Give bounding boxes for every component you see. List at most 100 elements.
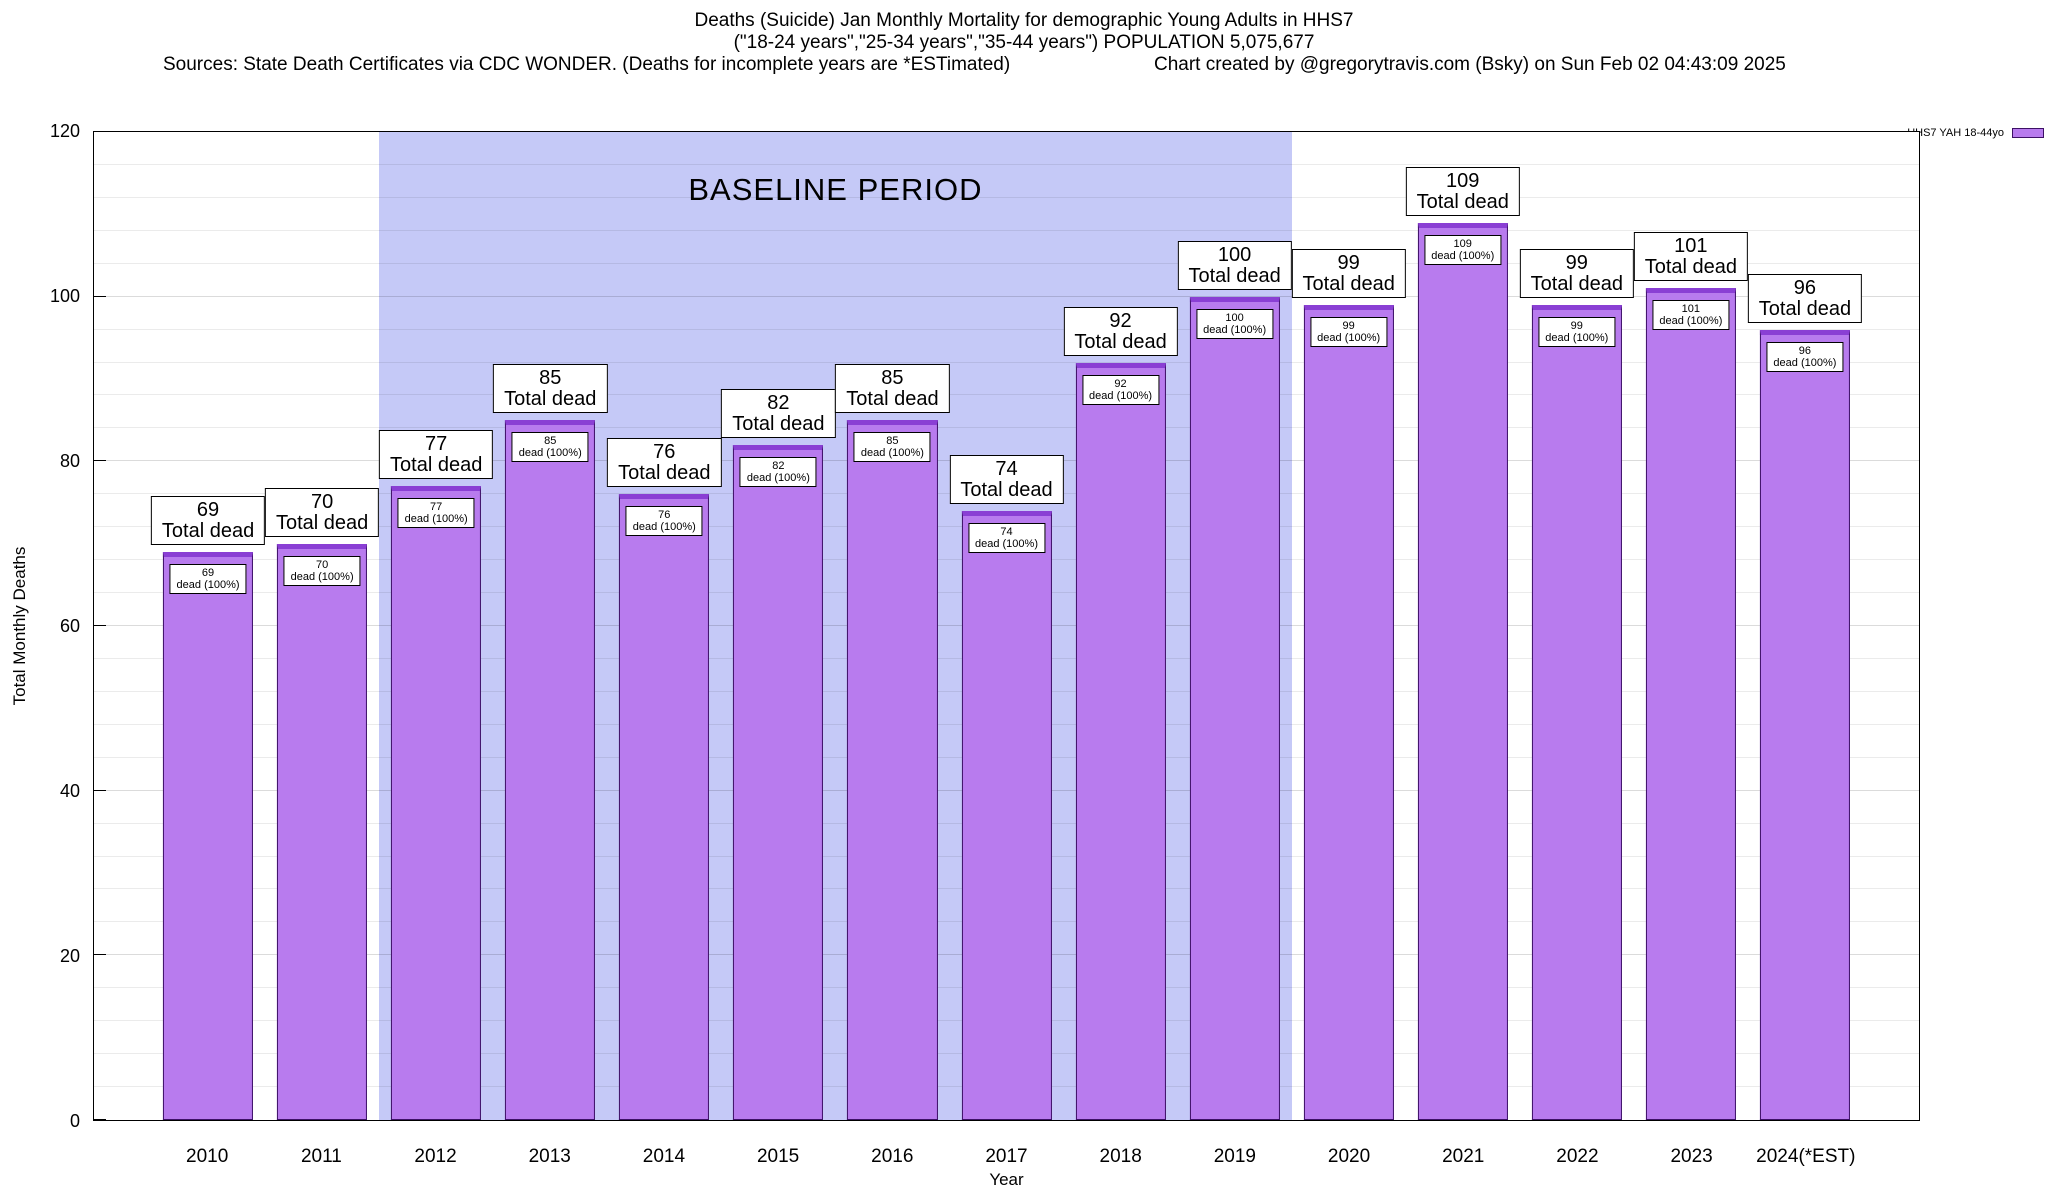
y-tick-label: 100 bbox=[49, 286, 80, 306]
bar-2022: 99 dead (100%) bbox=[1531, 304, 1622, 1120]
y-tick-mark bbox=[94, 789, 106, 791]
x-axis-title: Year bbox=[989, 1170, 1024, 1189]
bar-total-label: 99 Total dead bbox=[1519, 248, 1634, 298]
bar-total-label: 101 Total dead bbox=[1633, 232, 1749, 282]
bar-total-text: Total dead bbox=[1188, 264, 1281, 287]
x-tick-label: 2022 bbox=[1556, 1146, 1599, 1167]
bar-total-value: 85 bbox=[539, 367, 562, 390]
chart-subtitle: ("18-24 years","25-34 years","35-44 year… bbox=[733, 32, 1315, 53]
bar-2017: 74 dead (100%) bbox=[961, 510, 1052, 1120]
bar-2013: 85 dead (100%) bbox=[505, 420, 596, 1120]
bar-total-value: 69 bbox=[196, 498, 220, 521]
bar-inner-text: dead (100%) bbox=[1659, 315, 1723, 328]
gridline bbox=[94, 394, 1919, 396]
bar-total-text: Total dead bbox=[1758, 297, 1852, 320]
gridline bbox=[94, 427, 1919, 429]
x-tick-label: 2018 bbox=[1099, 1146, 1142, 1167]
bar-inner-value: 74 bbox=[1000, 525, 1013, 538]
bar-2012: 77 dead (100%) bbox=[391, 486, 482, 1120]
bar-total-value: 101 bbox=[1674, 235, 1708, 258]
gridline bbox=[94, 262, 1919, 264]
bar-inner-value: 96 bbox=[1798, 344, 1812, 357]
chart-title: Deaths (Suicide) Jan Monthly Mortality f… bbox=[694, 10, 1354, 31]
bar-inner-value: 109 bbox=[1453, 237, 1472, 250]
bar-2018: 92 dead (100%) bbox=[1075, 362, 1166, 1120]
bar-inner-text: dead (100%) bbox=[632, 521, 696, 534]
bar-total-label: 85 Total dead bbox=[835, 364, 950, 414]
bar-inner-label: 82 dead (100%) bbox=[739, 456, 817, 487]
chart-header-line3: Sources: State Death Certificates via CD… bbox=[0, 54, 2048, 76]
bar-total-text: Total dead bbox=[1302, 272, 1395, 295]
x-tick-label: 2016 bbox=[871, 1146, 914, 1167]
y-tick-label: 0 bbox=[69, 1111, 80, 1131]
y-tick-label: 60 bbox=[59, 616, 80, 636]
bar-2015: 82 dead (100%) bbox=[733, 444, 824, 1120]
bar-2020: 99 dead (100%) bbox=[1303, 304, 1394, 1120]
bar-total-text: Total dead bbox=[390, 454, 483, 477]
bar-total-label: 96 Total dead bbox=[1747, 273, 1863, 323]
bar-total-label: 76 Total dead bbox=[607, 438, 722, 488]
x-tick-label: 2015 bbox=[756, 1146, 800, 1167]
y-tick-mark bbox=[94, 460, 106, 462]
x-tick-labels: 2010 2011 2012 2013 2014 2015 2016 2017 2018 2019… bbox=[93, 1146, 1920, 1170]
x-tick-label: 2017 bbox=[985, 1146, 1028, 1167]
bar-inner-value: 82 bbox=[772, 459, 785, 472]
bar-inner-label: 85 dead (100%) bbox=[511, 432, 589, 463]
y-tick-label: 120 bbox=[49, 121, 80, 141]
y-tick-label: 40 bbox=[59, 781, 80, 801]
y-tick-label: 80 bbox=[59, 451, 80, 471]
bar-inner-label: 100 dead (100%) bbox=[1196, 308, 1274, 339]
bar-total-label: 77 Total dead bbox=[379, 430, 494, 480]
bar-inner-value: 101 bbox=[1681, 303, 1701, 316]
bar-inner-value: 92 bbox=[1114, 377, 1127, 390]
bar-inner-value: 99 bbox=[1570, 319, 1583, 332]
bar-total-label: 69 Total dead bbox=[150, 495, 266, 545]
bar-inner-value: 69 bbox=[201, 566, 215, 579]
bar-total-value: 109 bbox=[1446, 169, 1480, 192]
bar-2011: 70 dead (100%) bbox=[277, 543, 368, 1120]
bar-inner-text: dead (100%) bbox=[1089, 389, 1153, 402]
x-tick-label: 2010 bbox=[186, 1146, 229, 1167]
bar-total-label: 100 Total dead bbox=[1177, 240, 1292, 290]
bar-total-value: 77 bbox=[425, 433, 448, 456]
bar-total-text: Total dead bbox=[504, 388, 597, 411]
x-tick-label: 2021 bbox=[1442, 1146, 1485, 1167]
bar-2021: 109 dead (100%) bbox=[1417, 222, 1508, 1120]
bar-total-label: 92 Total dead bbox=[1063, 306, 1178, 356]
gridline bbox=[94, 163, 1919, 165]
legend: HHS7 YAH 18-44yo bbox=[1907, 127, 2044, 139]
y-tick-mark bbox=[94, 1119, 106, 1120]
bar-total-value: 99 bbox=[1337, 251, 1360, 274]
bar-inner-label: 76 dead (100%) bbox=[625, 506, 703, 537]
bar-total-label: 70 Total dead bbox=[264, 487, 380, 537]
x-tick-label: 2014 bbox=[642, 1146, 686, 1167]
bar-inner-label: 70 dead (100%) bbox=[283, 555, 361, 586]
bar-inner-label: 99 dead (100%) bbox=[1538, 316, 1616, 347]
bar-total-value: 85 bbox=[881, 367, 904, 390]
bar-total-text: Total dead bbox=[1530, 272, 1623, 295]
bar-total-text: Total dead bbox=[161, 519, 255, 542]
bar-inner-text: dead (100%) bbox=[1203, 323, 1267, 336]
y-tick-mark bbox=[94, 625, 106, 626]
bar-inner-text: dead (100%) bbox=[1431, 249, 1495, 262]
bar-total-value: 100 bbox=[1217, 243, 1252, 266]
x-tick-label: 2020 bbox=[1327, 1146, 1371, 1167]
gridline bbox=[94, 229, 1919, 231]
bar-2019: 100 dead (100%) bbox=[1189, 296, 1280, 1120]
bar-inner-label: 69 dead (100%) bbox=[169, 563, 247, 594]
gridline bbox=[94, 328, 1919, 330]
bar-inner-label: 74 dead (100%) bbox=[967, 522, 1045, 553]
bar-inner-text: dead (100%) bbox=[860, 447, 924, 460]
bar-total-label: 82 Total dead bbox=[721, 388, 836, 438]
bar-total-text: Total dead bbox=[618, 462, 711, 485]
bar-2010: 69 dead (100%) bbox=[163, 551, 254, 1120]
bar-total-text: Total dead bbox=[1644, 256, 1738, 279]
bar-total-value: 82 bbox=[767, 391, 790, 414]
bar-inner-text: dead (100%) bbox=[290, 570, 354, 583]
x-tick-label: 2024(*EST) bbox=[1756, 1146, 1856, 1167]
bar-2016: 85 dead (100%) bbox=[847, 420, 938, 1120]
bar-inner-text: dead (100%) bbox=[746, 471, 810, 484]
legend-swatch bbox=[2012, 128, 2044, 138]
